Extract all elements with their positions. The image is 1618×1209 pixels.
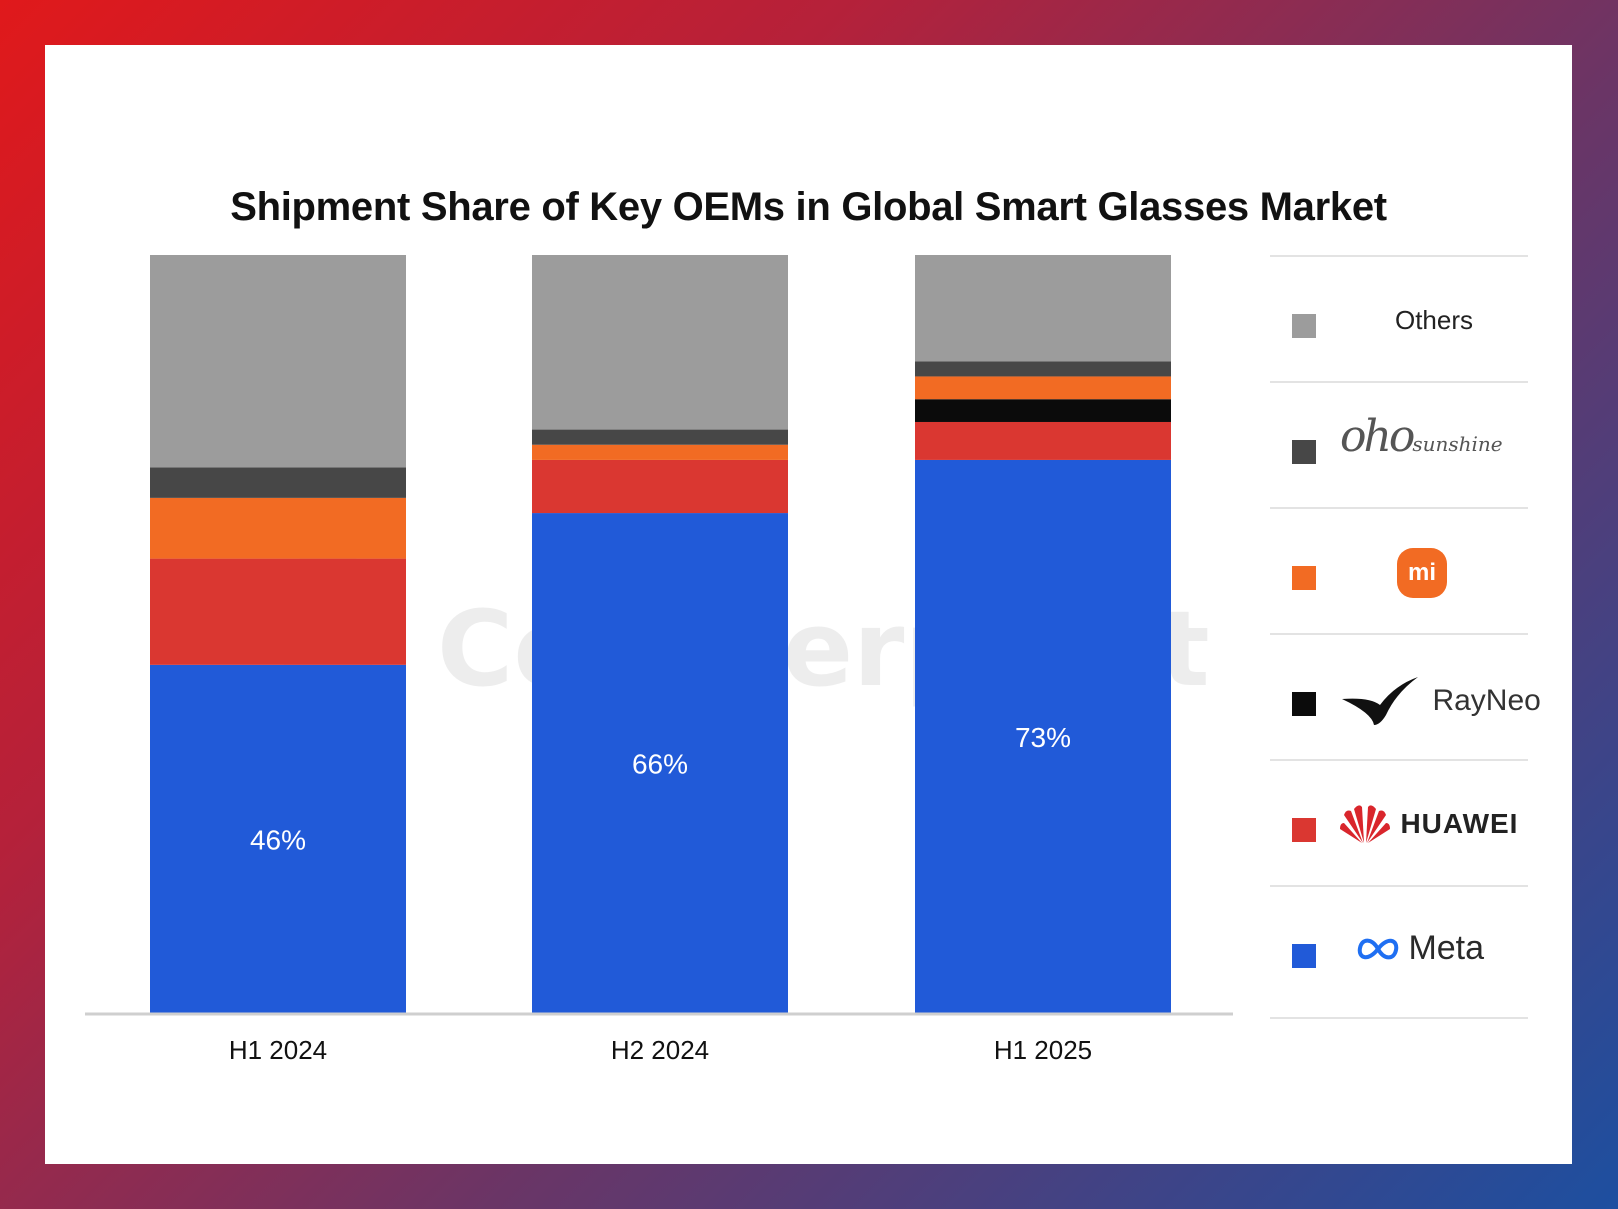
- oho-logo-subtext: sunshine: [1412, 432, 1503, 456]
- chart-card: Counterpoint 46% 66% 73% H1 2024 H2 2024 H1 …: [45, 45, 1572, 1164]
- labels-layer: 46% 66% 73%: [250, 722, 1071, 855]
- rayneo-logo-text: RayNeo: [1432, 684, 1541, 717]
- legend-item-others: Others: [1270, 255, 1528, 387]
- bar-segment-oho-sunshine-h2-2024: [532, 429, 788, 445]
- x-tick-label: H2 2024: [611, 1035, 709, 1065]
- legend-swatch-oho-sunshine: [1292, 440, 1316, 464]
- bar-segment-others-h1-2025: [915, 255, 1171, 362]
- legend-label-others: Others: [1394, 305, 1474, 335]
- legend-item-huawei: HUAWEI: [1270, 759, 1528, 891]
- bar-segment-xiaomi-h2-2024: [532, 444, 788, 460]
- bar-segment-others-h2-2024: [532, 255, 788, 430]
- bar-segment-oho-sunshine-h1-2024: [150, 467, 406, 498]
- stacked-bar-chart: Counterpoint 46%66%73% H1 2024 H2 2024 H1 …: [85, 255, 1233, 1065]
- meta-logo-text: Meta: [1408, 929, 1485, 967]
- bar-segment-xiaomi-h1-2025: [915, 376, 1171, 400]
- legend-item-xiaomi: mi: [1270, 507, 1528, 639]
- legend-item-rayneo: RayNeo: [1270, 633, 1541, 765]
- legend-swatch-xiaomi: [1292, 566, 1316, 590]
- meta-logo: Meta: [1356, 929, 1484, 968]
- rayneo-bird-icon: [1342, 677, 1418, 725]
- bar-segment-huawei-h1-2025: [915, 421, 1171, 460]
- bar-segment-meta-h1-2025: [915, 459, 1171, 1014]
- ticks-layer: H1 2024 H2 2024 H1 2025: [229, 1035, 1092, 1065]
- oho-logo-text: oho: [1340, 411, 1415, 462]
- legend-item-oho-sunshine: ohosunshine: [1270, 381, 1528, 513]
- bar-segment-meta-h2-2024: [532, 513, 788, 1014]
- legend-swatch-huawei: [1292, 818, 1316, 842]
- legend-swatch-rayneo: [1292, 692, 1316, 716]
- bar-segment-huawei-h1-2024: [150, 558, 406, 665]
- bar-segment-oho-sunshine-h1-2025: [915, 361, 1171, 377]
- huawei-logo: HUAWEI: [1340, 803, 1518, 845]
- legend-swatch-meta: [1292, 944, 1316, 968]
- xiaomi-logo: mi: [1397, 548, 1447, 598]
- data-label-h1-2025: 73%: [1015, 722, 1071, 753]
- bar-segment-huawei-h2-2024: [532, 459, 788, 514]
- huawei-flower-icon: [1340, 805, 1390, 843]
- meta-infinity-icon: [1357, 938, 1399, 959]
- bar-segment-meta-h1-2024: [150, 664, 406, 1014]
- data-label-h1-2024: 46%: [250, 824, 306, 855]
- oho-sunshine-logo: ohosunshine: [1340, 411, 1503, 462]
- bar-segment-others-h1-2024: [150, 255, 406, 468]
- x-tick-label: H1 2024: [229, 1035, 327, 1065]
- chart-title: Shipment Share of Key OEMs in Global Sma…: [230, 185, 1387, 229]
- x-tick-label: H1 2025: [994, 1035, 1092, 1065]
- rayneo-logo: RayNeo: [1340, 675, 1541, 727]
- bar-segment-xiaomi-h1-2024: [150, 497, 406, 559]
- bar-segment-rayneo-h1-2025: [915, 399, 1171, 422]
- data-label-h2-2024: 66%: [632, 749, 688, 780]
- legend-swatch-others: [1292, 314, 1316, 338]
- huawei-logo-text: HUAWEI: [1400, 808, 1519, 839]
- legend-item-meta: Meta: [1270, 885, 1528, 1019]
- bars-layer: [150, 255, 1171, 1014]
